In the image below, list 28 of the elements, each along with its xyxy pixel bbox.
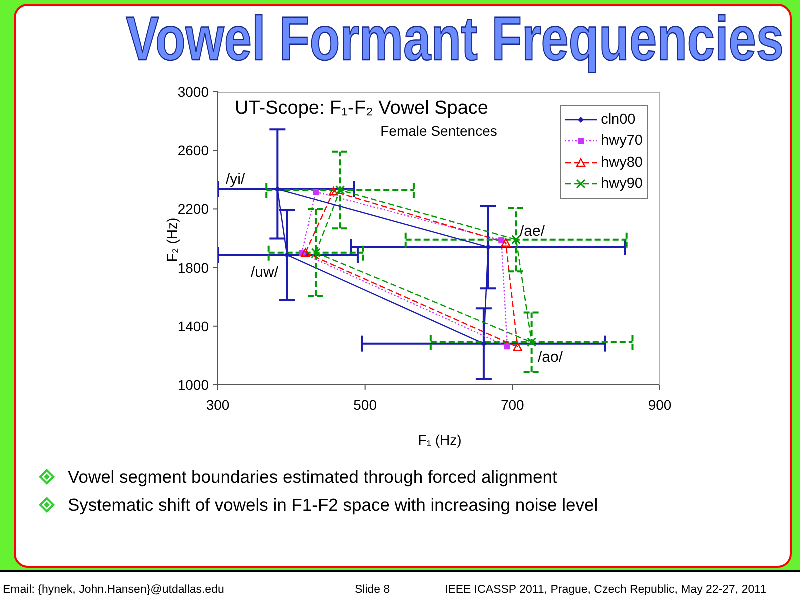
y-tick-label: 1400	[178, 318, 210, 334]
chart-title: Vowel Formant Frequencies	[126, 5, 784, 74]
y-tick-label: 3000	[178, 84, 210, 100]
legend-label: hwy90	[601, 176, 643, 192]
text: Systematic shift of vowels in F1-F2 space with increasing noise level	[68, 495, 598, 515]
legend-label: hwy70	[601, 133, 643, 150]
annotation: /ao/	[538, 349, 564, 366]
x-tick-label: 500	[354, 396, 378, 413]
y-axis-title: F₂ (Hz)	[164, 218, 180, 262]
y-tick-label: 2600	[178, 142, 210, 159]
y-tick-label: 2200	[178, 201, 210, 218]
y-tick-label: 1800	[178, 260, 210, 276]
text: IEEE ICASSP 2011, Prague, Czech Republic, May 22-27, 2011	[445, 584, 767, 596]
x-axis-title: F₁ (Hz)	[418, 432, 462, 448]
text: Vowel segment boundaries estimated through forced alignment	[68, 467, 558, 487]
annotation: /uw/	[251, 264, 279, 281]
x-tick-label: 900	[648, 396, 672, 413]
annotation: /yi/	[226, 171, 246, 188]
x-tick-label: 300	[206, 396, 230, 413]
x-tick-label: 700	[500, 396, 525, 413]
annotation: /ae/	[520, 223, 546, 240]
text: Slide 8	[355, 584, 390, 596]
annotation: Female Sentences	[380, 123, 498, 139]
y-tick-label: 1000	[178, 376, 210, 393]
legend-label: cln00	[601, 112, 636, 128]
text: Email: {hynek, John.Hansen}@utdallas.edu	[3, 584, 224, 596]
legend-label: hwy80	[601, 154, 643, 171]
chart-subtitle: UT-Scope: F₁-F₂ Vowel Space	[235, 98, 488, 119]
